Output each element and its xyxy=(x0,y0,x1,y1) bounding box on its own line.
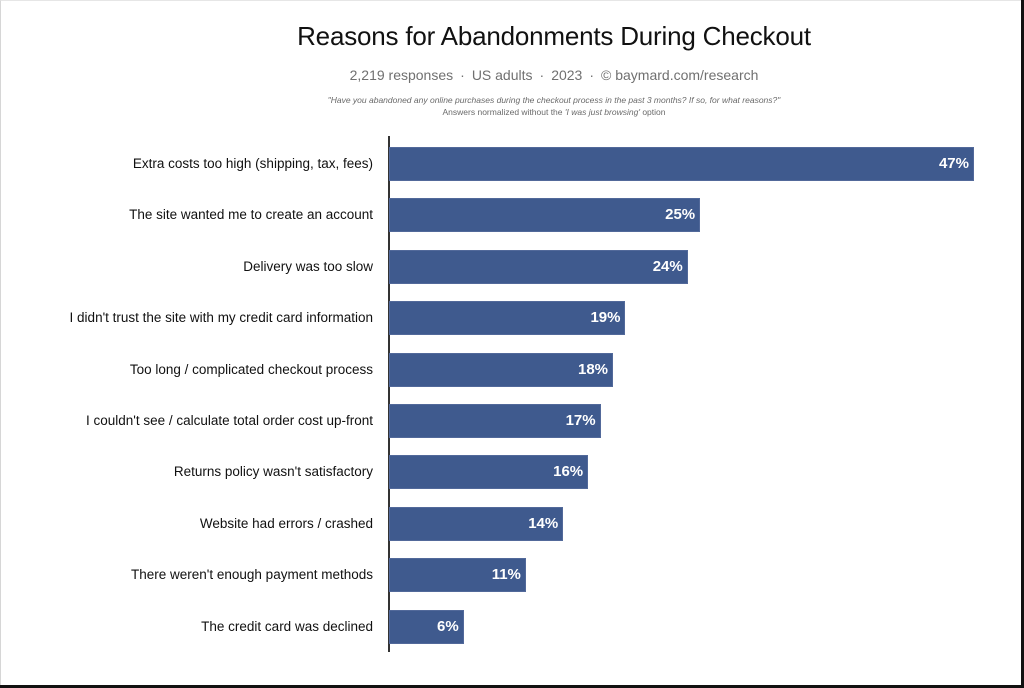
category-label: The credit card was declined xyxy=(201,618,373,634)
y-axis-line xyxy=(388,136,390,652)
bar: 14% xyxy=(389,506,564,541)
value-label: 47% xyxy=(938,155,969,172)
category-label: The site wanted me to create an account xyxy=(129,207,373,223)
separator: · xyxy=(460,67,465,83)
bar-row: The site wanted me to create an account 2… xyxy=(1,198,1001,233)
category-label: Delivery was too slow xyxy=(243,258,373,274)
value-label: 25% xyxy=(665,206,696,224)
bar: 6% xyxy=(389,609,464,644)
bar: 18% xyxy=(389,352,614,387)
survey-question: "Have you abandoned any online purchases… xyxy=(327,95,781,105)
value-label: 6% xyxy=(436,617,459,635)
value-label: 11% xyxy=(491,566,521,584)
bar-row: Too long / complicated checkout process 1… xyxy=(1,352,1001,387)
separator: · xyxy=(539,67,545,83)
value-label: 24% xyxy=(652,257,683,275)
year: 2023 xyxy=(551,67,583,83)
value-label: 17% xyxy=(565,412,596,429)
population: US adults xyxy=(471,67,533,83)
value-label: 18% xyxy=(578,360,609,378)
source-credit: © baymard.com/research xyxy=(601,67,759,83)
bar-row: Returns policy wasn't satisfactory 16% xyxy=(1,455,1001,490)
bar-row: There weren't enough payment methods 11% xyxy=(1,558,1001,593)
chart-title: Reasons for Abandonments During Checkout xyxy=(297,21,811,51)
category-label: Too long / complicated checkout process xyxy=(129,361,373,377)
bar-row: I didn't trust the site with my credit c… xyxy=(1,301,1001,336)
window-edge-bottom xyxy=(0,685,1024,688)
bar: 47% xyxy=(389,147,974,181)
responses-count: 2,219 responses xyxy=(349,67,454,83)
window-edge-right xyxy=(1021,0,1024,688)
bar-row: Extra costs too high (shipping, tax, fee… xyxy=(1,147,1001,181)
bar-row: The credit card was declined 6% xyxy=(1,609,1001,644)
value-label: 16% xyxy=(553,463,584,481)
category-label: Extra costs too high (shipping, tax, fee… xyxy=(132,156,373,171)
category-label: I couldn't see / calculate total order c… xyxy=(86,413,373,428)
category-label: I didn't trust the site with my credit c… xyxy=(69,310,373,326)
category-label: There weren't enough payment methods xyxy=(131,567,373,583)
bar: 19% xyxy=(389,301,626,336)
bar: 17% xyxy=(389,404,601,438)
separator: · xyxy=(589,67,595,83)
bar-row: I couldn't see / calculate total order c… xyxy=(1,404,1001,438)
bar: 24% xyxy=(389,249,688,284)
normalization-note: Answers normalized without the 'I was ju… xyxy=(442,107,666,117)
category-label: Returns policy wasn't satisfactory xyxy=(173,464,373,480)
bar-row: Delivery was too slow 24% xyxy=(1,249,1001,284)
bar: 25% xyxy=(389,198,701,233)
bar: 16% xyxy=(389,455,589,490)
category-label: Website had errors / crashed xyxy=(199,515,373,531)
value-label: 19% xyxy=(590,309,621,327)
chart-subtitle: 2,219 responses · US adults · 2023 · © baymard… xyxy=(1,67,1024,83)
value-label: 14% xyxy=(528,514,559,532)
bar-row: Website had errors / crashed 14% xyxy=(1,506,1001,541)
bar: 11% xyxy=(389,558,526,593)
